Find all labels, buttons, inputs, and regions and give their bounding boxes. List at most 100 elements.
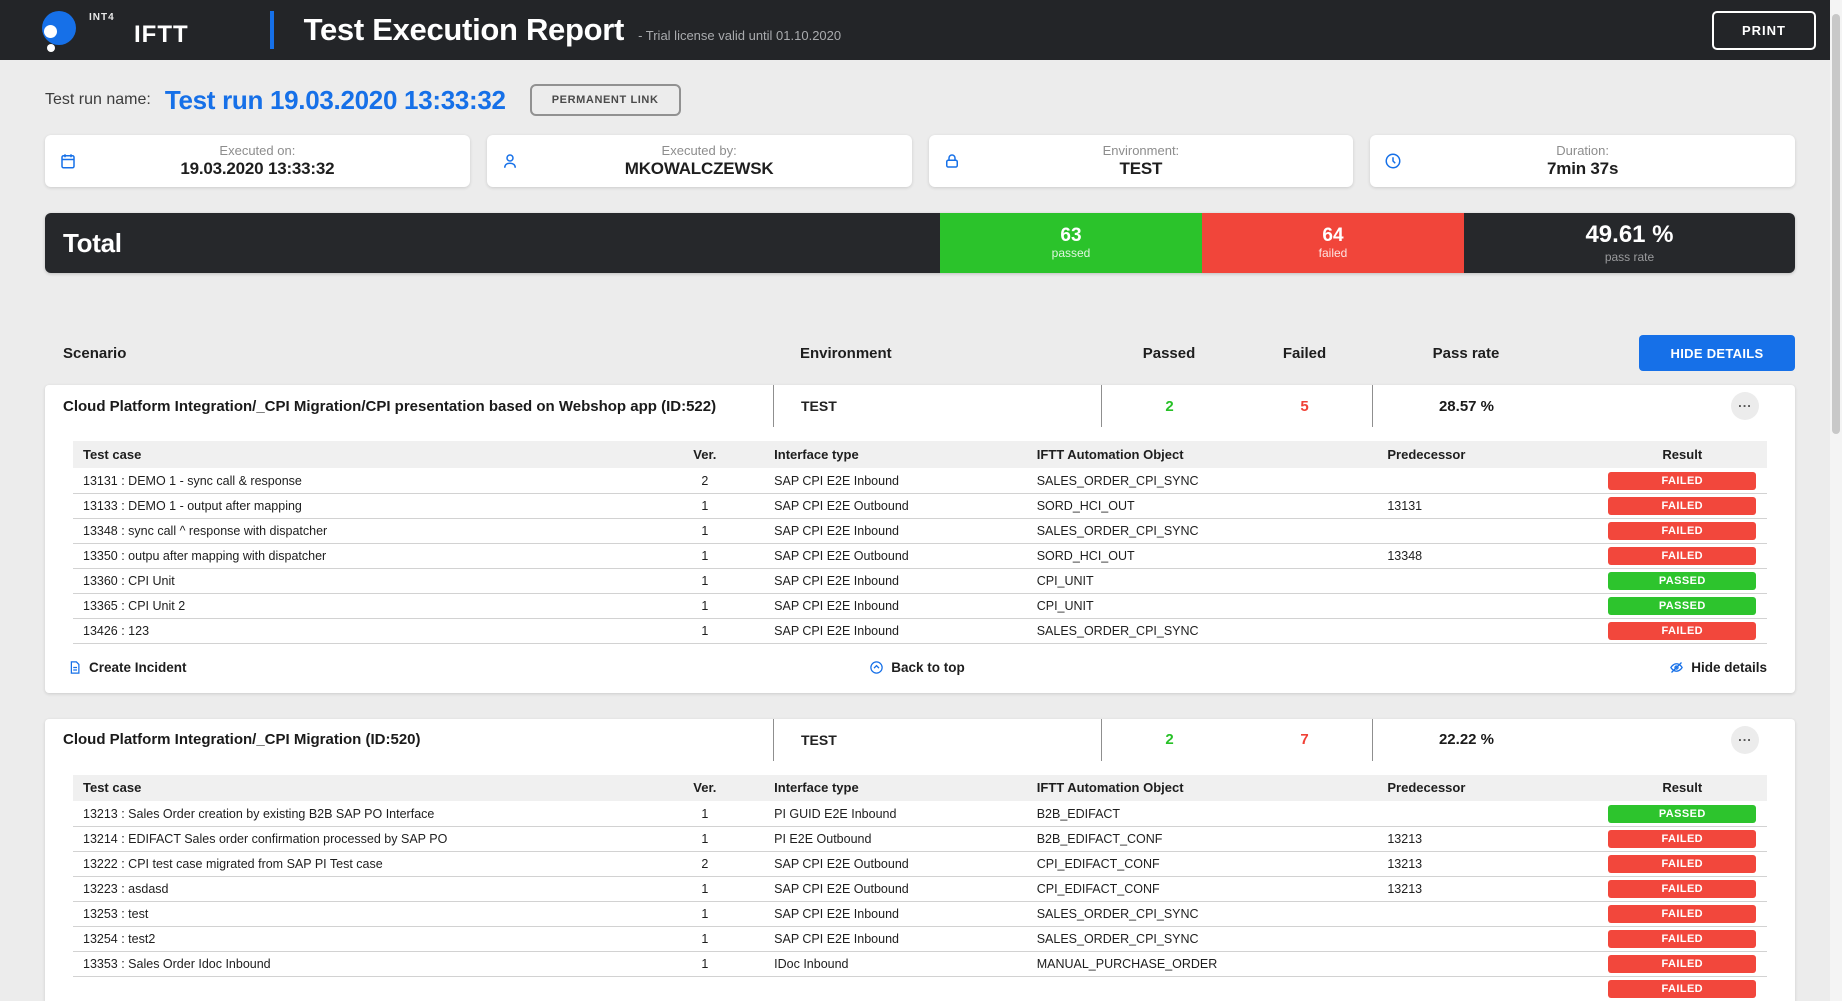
th-result: Result — [1597, 774, 1767, 802]
scenario-footer: Create Incident Back to top Hide details — [67, 660, 1767, 675]
scenario-sections: Cloud Platform Integration/_CPI Migratio… — [45, 385, 1795, 1001]
test-case-table: Test case Ver. Interface type IFTT Autom… — [73, 774, 1767, 1001]
print-button[interactable]: PRINT — [1712, 10, 1816, 50]
cell-interface-type: SAP CPI E2E Inbound — [764, 567, 1027, 594]
cell-automation-object: SALES_ORDER_CPI_SYNC — [1026, 617, 1378, 644]
test-run-row: Test run name: Test run 19.03.2020 13:33… — [45, 82, 1795, 118]
cell-automation-object: CPI_UNIT — [1026, 592, 1378, 619]
test-case-row: 13131 : DEMO 1 - sync call & response 2 … — [73, 467, 1767, 494]
cell-automation-object: SALES_ORDER_CPI_SYNC — [1026, 517, 1378, 544]
cell-ver: 1 — [645, 617, 765, 644]
scenario-section: Cloud Platform Integration/_CPI Migratio… — [45, 718, 1795, 1001]
test-run-name: Test run 19.03.2020 13:33:32 — [164, 84, 506, 115]
test-case-row: 13133 : DEMO 1 - output after mapping 1 … — [73, 492, 1767, 519]
totals-passed-segment: 63 passed — [940, 213, 1202, 273]
test-case-row: 13223 : asdasd 1 SAP CPI E2E Outbound CP… — [73, 876, 1767, 902]
th-ver: Ver. — [645, 441, 765, 468]
result-badge: FAILED — [1608, 955, 1757, 973]
scenario-pass-rate: 22.22 % — [1372, 718, 1560, 761]
scenario-header-row: Cloud Platform Integration/_CPI Migratio… — [45, 385, 1795, 427]
result-badge: PASSED — [1608, 596, 1757, 615]
header-divider — [269, 11, 274, 49]
result-badge: FAILED — [1608, 855, 1757, 873]
th-predecessor: Predecessor — [1377, 441, 1598, 468]
cell-ver: 1 — [645, 492, 765, 519]
lock-icon — [945, 154, 958, 168]
hide-details-link[interactable]: Hide details — [1200, 660, 1767, 675]
cell-ver: 1 — [645, 926, 765, 952]
cell-predecessor — [1377, 617, 1598, 644]
scenario-menu-button[interactable]: ... — [1731, 392, 1759, 420]
pass-rate-value: 49.61 % — [1585, 221, 1674, 249]
scenario-pass-rate: 28.57 % — [1372, 385, 1560, 427]
cell-interface-type: PI E2E Outbound — [764, 826, 1027, 852]
test-run-label: Test run name: — [45, 91, 151, 108]
cell-predecessor — [1377, 567, 1598, 594]
cell-interface-type: PI GUID E2E Inbound — [764, 801, 1027, 827]
page-title: Test Execution Report — [303, 12, 625, 47]
cell-predecessor: 13213 — [1377, 851, 1598, 877]
th-interface-type: Interface type — [764, 774, 1027, 802]
cell-automation-object: SALES_ORDER_CPI_SYNC — [1026, 467, 1378, 494]
cell-test-case: 13214 : EDIFACT Sales order confirmation… — [73, 826, 646, 852]
col-header-scenario: Scenario — [63, 344, 127, 362]
cell-predecessor: 13348 — [1377, 542, 1598, 569]
failed-label: failed — [1318, 246, 1348, 261]
test-case-row: 13426 : 123 1 SAP CPI E2E Inbound SALES_… — [73, 617, 1767, 644]
result-badge: FAILED — [1608, 521, 1757, 540]
cell-test-case: 13131 : DEMO 1 - sync call & response — [73, 467, 646, 494]
result-badge: FAILED — [1608, 830, 1757, 848]
passed-label: passed — [1051, 246, 1091, 261]
result-badge: PASSED — [1608, 571, 1757, 590]
app-header: INT4 IFTT Test Execution Report - Trial … — [0, 0, 1842, 60]
create-incident-icon — [70, 660, 80, 674]
cell-ver: 1 — [645, 876, 765, 902]
th-ver: Ver. — [645, 774, 765, 802]
cell-ver: 1 — [645, 567, 765, 594]
cell-interface-type: SAP CPI E2E Inbound — [764, 467, 1027, 494]
cell-interface-type: SAP CPI E2E Outbound — [764, 851, 1027, 877]
cell-test-case: 13365 : CPI Unit 2 — [73, 592, 646, 619]
result-badge: PASSED — [1608, 805, 1757, 823]
cell-test-case: 13223 : asdasd — [73, 876, 646, 902]
card-label: Duration: — [1556, 143, 1609, 158]
cell-interface-type: SAP CPI E2E Inbound — [764, 901, 1027, 927]
cell-predecessor — [1377, 926, 1598, 952]
logo-text-int4: INT4 — [89, 12, 115, 23]
permanent-link-button[interactable]: PERMANENT LINK — [529, 84, 681, 116]
th-test-case: Test case — [73, 441, 646, 468]
scenario-section: Cloud Platform Integration/_CPI Migratio… — [45, 385, 1795, 693]
scenario-failed-count: 5 — [1300, 397, 1309, 415]
cell-ver — [645, 976, 765, 1001]
cell-automation-object: MANUAL_PURCHASE_ORDER — [1026, 951, 1378, 977]
back-to-top-link[interactable]: Back to top — [634, 660, 1201, 675]
executed-on-card: Executed on: 19.03.2020 13:33:32 — [45, 135, 470, 187]
th-test-case: Test case — [73, 774, 646, 802]
cell-interface-type: SAP CPI E2E Inbound — [764, 517, 1027, 544]
scrollbar-thumb[interactable] — [1832, 14, 1840, 434]
scenario-menu-button[interactable]: ... — [1731, 725, 1759, 754]
scenario-failed-count: 7 — [1300, 731, 1309, 748]
card-value: MKOWALCZEWSK — [624, 159, 774, 178]
failed-count: 64 — [1322, 225, 1344, 247]
scrollbar[interactable] — [1830, 0, 1842, 1001]
th-automation-object: IFTT Automation Object — [1026, 774, 1378, 802]
cell-predecessor: 13213 — [1377, 876, 1598, 902]
back-to-top-label: Back to top — [891, 659, 965, 675]
cell-test-case: 13133 : DEMO 1 - output after mapping — [73, 492, 646, 519]
cell-ver: 1 — [645, 542, 765, 569]
hide-details-button[interactable]: HIDE DETAILS — [1639, 335, 1795, 371]
cell-automation-object: B2B_EDIFACT_CONF — [1026, 826, 1378, 852]
th-result: Result — [1597, 441, 1767, 468]
cell-predecessor — [1377, 517, 1598, 544]
cell-automation-object: B2B_EDIFACT — [1026, 801, 1378, 827]
user-icon — [503, 154, 516, 168]
card-value: TEST — [1119, 159, 1163, 178]
create-incident-link[interactable]: Create Incident — [67, 660, 634, 675]
card-value: 7min 37s — [1547, 159, 1619, 178]
cell-test-case — [73, 976, 646, 1001]
col-header-passed: Passed — [1142, 344, 1196, 362]
result-badge: FAILED — [1608, 621, 1757, 640]
passed-count: 63 — [1060, 225, 1082, 247]
cell-predecessor — [1377, 801, 1598, 827]
